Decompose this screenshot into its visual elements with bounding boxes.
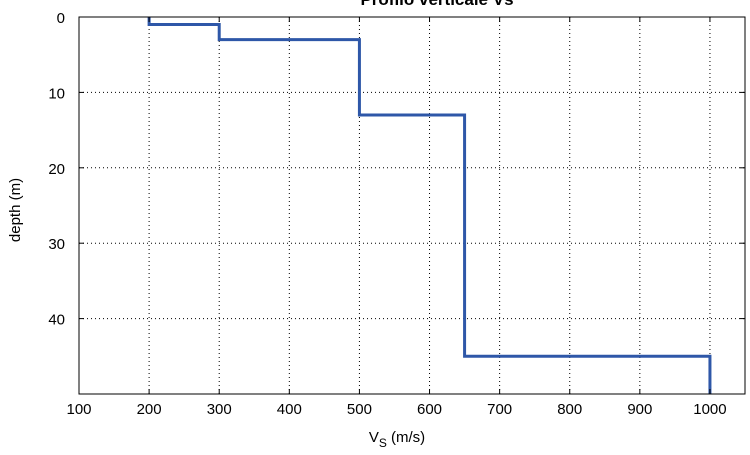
y-tick-label: 40 (48, 312, 65, 329)
y-tick-label: 30 (48, 236, 65, 253)
x-tick-label: 300 (207, 401, 232, 418)
chart-title: Profilo verticale Vs (360, 0, 513, 9)
x-tick-label: 600 (417, 401, 442, 418)
x-axis-label-main: V (369, 429, 379, 446)
x-tick-label: 100 (66, 401, 91, 418)
x-tick-label: 400 (277, 401, 302, 418)
x-tick-label: 900 (627, 401, 652, 418)
x-axis-label-units: (m/s) (387, 429, 425, 446)
vs-profile-line (147, 17, 712, 394)
y-tick-label: 0 (57, 10, 65, 27)
x-tick-label: 500 (347, 401, 372, 418)
tick-layer: 100 200 300 400 500 600 700 800 900 1000 0 10 20 30 40 (48, 10, 745, 418)
x-axis-label-subscript: S (379, 436, 387, 450)
series-layer (147, 17, 712, 394)
x-tick-label: 800 (557, 401, 582, 418)
x-axis-label: VS (m/s) (369, 429, 425, 450)
x-tick-label: 1000 (693, 401, 726, 418)
x-tick-label: 200 (137, 401, 162, 418)
y-tick-label: 20 (48, 161, 65, 178)
plot-frame (78, 16, 746, 395)
x-tick-label: 700 (487, 401, 512, 418)
grid-layer (78, 16, 745, 394)
y-tick-label: 10 (48, 85, 65, 102)
y-axis-label: depth (m) (7, 178, 24, 242)
